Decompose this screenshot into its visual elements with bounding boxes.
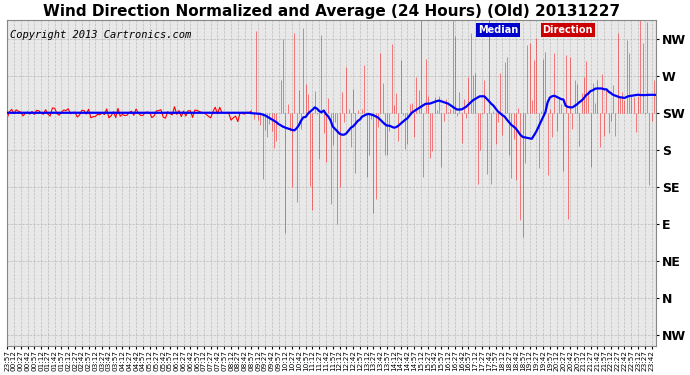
Text: Copyright 2013 Cartronics.com: Copyright 2013 Cartronics.com — [10, 30, 192, 40]
Text: Median: Median — [477, 25, 518, 35]
Title: Wind Direction Normalized and Average (24 Hours) (Old) 20131227: Wind Direction Normalized and Average (2… — [43, 4, 620, 19]
Text: Direction: Direction — [542, 25, 593, 35]
